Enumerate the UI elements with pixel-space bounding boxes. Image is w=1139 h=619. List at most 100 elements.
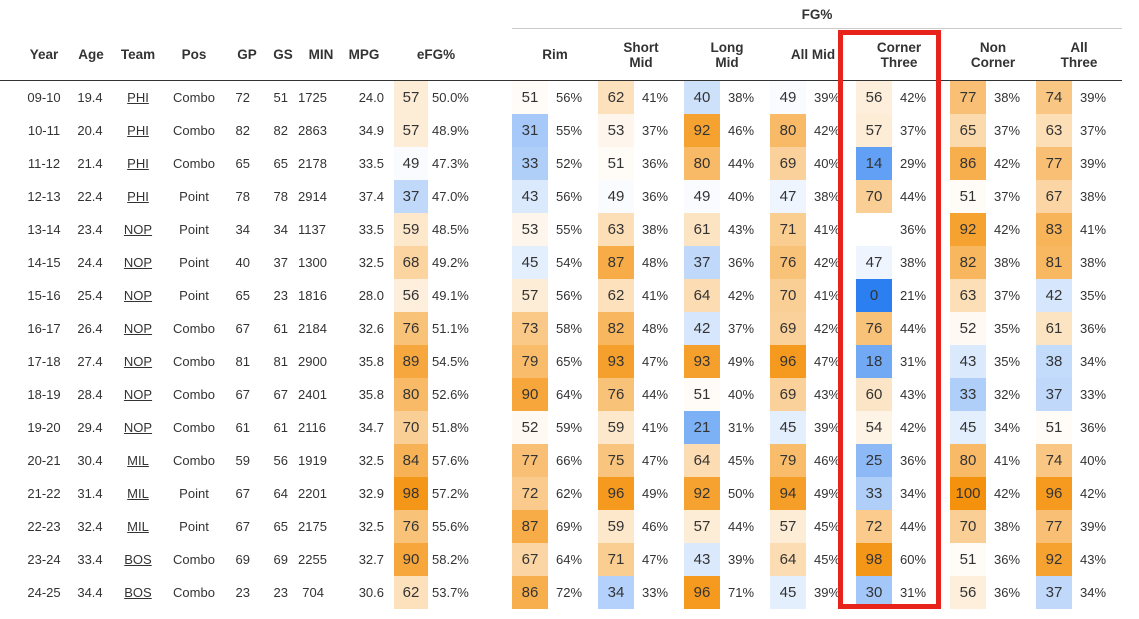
cell: 2255 (298, 552, 327, 567)
percentile-cell: 51 (598, 147, 634, 180)
value-cell: 49% (642, 486, 669, 501)
value-cell: 50.0% (432, 90, 469, 105)
percentile-cell: 49 (684, 180, 720, 213)
team-link[interactable]: BOS (124, 552, 152, 567)
percentile-cell: 76 (394, 510, 428, 543)
value-cell: 44% (728, 519, 755, 534)
value-cell: 42% (728, 288, 755, 303)
cell: 20-21 (27, 453, 61, 468)
percentile-cell: 30 (856, 576, 892, 609)
value-cell: 46% (642, 519, 669, 534)
value-cell: 49.1% (432, 288, 469, 303)
team-link[interactable]: PHI (127, 90, 149, 105)
column-header: MPG (348, 46, 380, 62)
cell: 1725 (298, 90, 327, 105)
team-link[interactable]: NOP (123, 288, 153, 303)
percentile-cell: 74 (1036, 444, 1072, 477)
value-cell: 36% (900, 453, 927, 468)
percentile-cell: 47 (856, 246, 892, 279)
cell: 33.5 (358, 156, 384, 171)
cell: 34.9 (358, 123, 384, 138)
team-link[interactable]: NOP (123, 222, 153, 237)
team-link[interactable]: PHI (127, 123, 149, 138)
percentile-cell: 37 (394, 180, 428, 213)
value-cell: 49.2% (432, 255, 469, 270)
team-link[interactable]: MIL (127, 486, 149, 501)
value-cell: 40% (728, 387, 755, 402)
percentile-cell: 92 (684, 477, 720, 510)
value-cell: 42% (814, 321, 841, 336)
team-link[interactable]: NOP (123, 255, 153, 270)
cell: 1816 (298, 288, 327, 303)
cell: Combo (173, 387, 215, 402)
cell: 26.4 (77, 321, 103, 336)
percentile-cell: 77 (950, 80, 986, 114)
percentile-cell: 63 (598, 213, 634, 246)
percentile-cell: 49 (598, 180, 634, 213)
cell: 81 (273, 354, 288, 369)
spacer (478, 576, 512, 609)
percentile-cell: 65 (950, 114, 986, 147)
value-cell: 48% (642, 321, 669, 336)
column-header: Year (29, 46, 59, 62)
value-cell: 40% (1080, 453, 1107, 468)
percentile-cell: 76 (770, 246, 806, 279)
spacer (0, 114, 20, 147)
cell: 37.4 (358, 189, 384, 204)
header-cell: MPG (334, 28, 394, 81)
value-cell: 21% (900, 288, 927, 303)
header-cell: Rim (512, 28, 598, 81)
value-cell: 37% (642, 123, 669, 138)
team-link[interactable]: MIL (127, 519, 149, 534)
table-row: 18-19 28.4 NOP Combo 67 67 2401 35.8 80 52.6% 90 64… (0, 378, 1122, 411)
percentile-cell: 100 (950, 477, 986, 510)
percentile-cell: 61 (1036, 312, 1072, 345)
cell: 24.4 (77, 255, 103, 270)
percentile-cell: 63 (950, 279, 986, 312)
spacer (478, 312, 512, 345)
team-link[interactable]: NOP (123, 420, 153, 435)
cell: 28.4 (77, 387, 103, 402)
team-link[interactable]: PHI (127, 156, 149, 171)
value-cell: 50% (728, 486, 755, 501)
team-link[interactable]: BOS (124, 585, 152, 600)
value-cell: 36% (994, 585, 1021, 600)
cell: 22-23 (27, 519, 61, 534)
percentile-cell: 98 (856, 543, 892, 576)
cell: Combo (173, 90, 215, 105)
team-cell: NOP (112, 411, 164, 444)
cell: 2175 (298, 519, 327, 534)
percentile-cell: 57 (394, 80, 428, 114)
team-link[interactable]: PHI (127, 189, 149, 204)
team-link[interactable]: NOP (123, 321, 153, 336)
team-link[interactable]: NOP (123, 354, 153, 369)
cell: 2914 (298, 189, 327, 204)
percentile-cell: 37 (1036, 576, 1072, 609)
cell: 32.4 (77, 519, 103, 534)
percentile-cell: 33 (950, 378, 986, 411)
header-cell: Short Mid (598, 28, 684, 81)
value-cell: 47% (814, 354, 841, 369)
header-cell: Non Corner (950, 28, 1036, 81)
team-link[interactable]: NOP (123, 387, 153, 402)
percentile-cell: 51 (950, 543, 986, 576)
percentile-cell: 96 (1036, 477, 1072, 510)
value-cell: 42% (814, 123, 841, 138)
spacer (0, 378, 20, 411)
value-cell: 42% (900, 420, 927, 435)
spacer (942, 246, 950, 279)
cell: Point (179, 222, 209, 237)
cell: 19.4 (77, 90, 103, 105)
team-link[interactable]: MIL (127, 453, 149, 468)
percentile-cell: 86 (512, 576, 548, 609)
table-row: 17-18 27.4 NOP Combo 81 81 2900 35.8 89 54.5% 79 65… (0, 345, 1122, 378)
column-header: All Three (1060, 39, 1098, 70)
cell: 2178 (298, 156, 327, 171)
percentile-cell: 81 (1036, 246, 1072, 279)
percentile-cell: 77 (1036, 510, 1072, 543)
percentile-cell: 92 (684, 114, 720, 147)
value-cell: 49% (728, 354, 755, 369)
team-cell: NOP (112, 345, 164, 378)
cell: 59 (235, 453, 250, 468)
cell: 78 (235, 189, 250, 204)
